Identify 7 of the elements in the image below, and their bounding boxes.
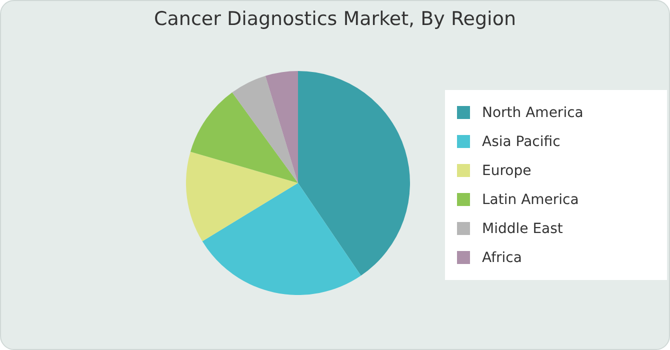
chart-title: Cancer Diagnostics Market, By Region (153, 8, 517, 30)
legend-label: Europe (482, 162, 532, 178)
legend-label: Latin America (482, 192, 579, 208)
legend-label: Africa (482, 250, 522, 266)
legend-label: Asia Pacific (482, 134, 560, 150)
legend-label: North America (482, 104, 584, 120)
legend-label: Middle East (482, 220, 563, 236)
